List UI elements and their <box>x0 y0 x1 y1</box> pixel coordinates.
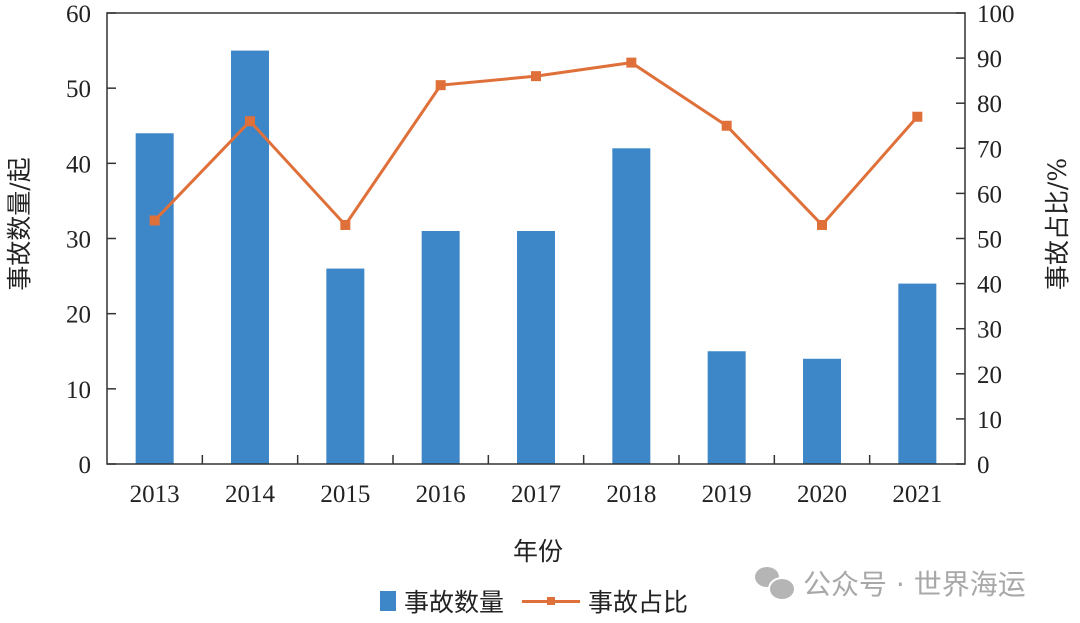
y-tick-label-right: 20 <box>977 362 1002 389</box>
bar <box>231 50 269 464</box>
line-marker <box>721 120 732 131</box>
line-marker <box>531 71 541 82</box>
legend: 事故数量 事故占比 <box>380 583 688 619</box>
bar <box>898 283 937 464</box>
ratio-line <box>153 61 919 228</box>
y-tick-label-left: 60 <box>66 1 91 28</box>
bar <box>803 358 841 464</box>
y-tick-label-right: 90 <box>977 46 1002 73</box>
x-tick-label: 2018 <box>606 481 656 508</box>
y-tick-label-right: 80 <box>977 91 1002 118</box>
x-axis-title: 年份 <box>513 537 563 566</box>
y-tick-label-left: 0 <box>79 452 92 479</box>
bar <box>707 351 746 464</box>
x-tick-label: 2015 <box>320 481 370 508</box>
line-marker <box>340 219 351 230</box>
y-tick-label-right: 40 <box>977 272 1002 299</box>
line-marker <box>626 57 637 68</box>
bar <box>517 230 555 464</box>
y-axis-title-right: 事故占比/% <box>1043 158 1072 290</box>
line-series-accident-ratio <box>149 57 923 230</box>
bar-series-accident-count <box>135 50 937 465</box>
y-tick-label-right: 0 <box>977 452 990 479</box>
y-tick-label-right: 100 <box>977 1 1015 28</box>
y-tick-label-right: 10 <box>977 407 1002 434</box>
line-marker <box>245 116 255 127</box>
x-tick-label: 2013 <box>130 481 180 508</box>
line-marker <box>912 111 923 122</box>
y-tick-label-left: 10 <box>66 377 91 404</box>
axes <box>106 12 966 465</box>
legend-label-count: 事故数量 <box>404 588 505 617</box>
line-marker <box>435 80 446 91</box>
y-tick-label-left: 50 <box>66 76 91 103</box>
line-marker <box>817 219 827 230</box>
y-tick-label-right: 60 <box>977 181 1002 208</box>
line-marker <box>149 215 160 226</box>
y-tick-label-right: 70 <box>977 136 1002 163</box>
line-marker-swatch-icon <box>522 594 581 608</box>
watermark-text: 公众号 · 世界海运 <box>803 568 1026 601</box>
x-tick-label: 2014 <box>225 481 276 508</box>
y-tick-label-left: 40 <box>66 151 91 178</box>
x-tick-label: 2017 <box>511 481 561 508</box>
legend-item-ratio: 事故占比 <box>522 583 688 619</box>
x-tick-label: 2020 <box>797 481 847 508</box>
y-tick-label-right: 50 <box>977 227 1002 254</box>
bar <box>612 148 651 465</box>
axis-labels: 0 10 20 30 40 50 60 0 10 20 30 40 50 60 70 80 90 100 2013 2… <box>66 1 1015 508</box>
legend-label-ratio: 事故占比 <box>588 588 689 617</box>
x-tick-label: 2016 <box>416 481 466 508</box>
watermark: 公众号 · 世界海运 <box>755 563 1026 603</box>
wechat-icon <box>755 567 796 601</box>
bar <box>421 230 460 464</box>
x-tick-label: 2021 <box>892 481 942 508</box>
bar-swatch-icon <box>380 591 396 611</box>
y-tick-label-left: 30 <box>66 227 91 254</box>
bar <box>135 133 174 464</box>
legend-item-count: 事故数量 <box>380 583 504 619</box>
y-axis-title-left: 事故数量/起 <box>5 157 34 290</box>
x-tick-label: 2019 <box>702 481 752 508</box>
bar <box>326 268 365 464</box>
y-tick-label-left: 20 <box>66 302 91 329</box>
y-tick-label-right: 30 <box>977 317 1002 344</box>
